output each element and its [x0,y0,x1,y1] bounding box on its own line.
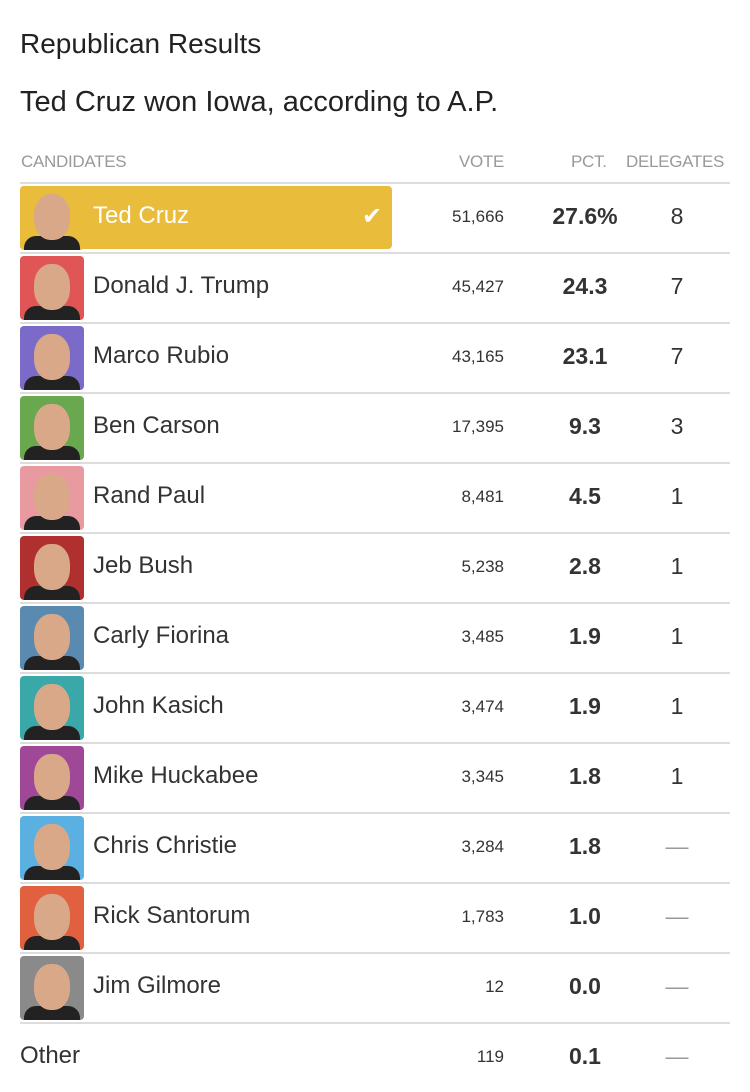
delegates: — [665,1043,689,1069]
candidate-row: Rick Santorum 1,783 1.0 — [20,882,730,952]
delegates: 1 [670,763,684,789]
candidate-name: Jim Gilmore [93,972,222,999]
candidate-name: Jeb Bush [93,552,194,579]
vote-count: 3,474 [461,697,504,716]
candidate-row: John Kasich 3,474 1.9 1 [20,672,730,742]
candidate-row: Chris Christie 3,284 1.8 — [20,812,730,882]
delegates: 7 [670,343,684,369]
column-header-candidates: CANDIDATES [21,152,127,171]
vote-percent: 1.8 [569,763,601,789]
vote-count: 3,284 [461,837,504,856]
vote-count: 5,238 [461,557,504,576]
vote-percent: 0.1 [569,1043,601,1069]
vote-count: 17,395 [452,417,504,436]
vote-percent: 1.8 [569,833,601,859]
candidate-row: Other 119 0.1 — [20,1022,730,1092]
candidate-name: Other [20,1042,81,1069]
candidate-row: Ted Cruz ✔ 51,666 27.6% 8 [20,182,730,252]
candidate-photo [20,466,84,530]
candidate-name: Rick Santorum [93,902,251,929]
candidate-row: Ben Carson 17,395 9.3 3 [20,392,730,462]
delegates: 3 [670,413,684,439]
candidate-photo [20,256,84,320]
results-subtitle: Ted Cruz won Iowa, according to A.P. [20,86,499,118]
candidate-photo [20,886,84,950]
column-header-pct: PCT. [571,152,607,171]
vote-count: 3,485 [461,627,504,646]
vote-count: 8,481 [461,487,504,506]
candidate-row: Rand Paul 8,481 4.5 1 [20,462,730,532]
vote-percent: 23.1 [562,343,608,369]
delegates: — [665,833,689,859]
delegates: 7 [670,273,684,299]
candidate-photo [20,396,84,460]
delegates: — [665,903,689,929]
results-title: Republican Results [20,28,262,59]
candidate-row: Donald J. Trump 45,427 24.3 7 [20,252,730,322]
vote-count: 119 [476,1047,504,1066]
candidate-photo [20,186,84,250]
candidate-photo [20,326,84,390]
candidate-row: Mike Huckabee 3,345 1.8 1 [20,742,730,812]
candidate-name: John Kasich [93,692,224,719]
candidate-row: Carly Fiorina 3,485 1.9 1 [20,602,730,672]
check-icon: ✔ [362,203,383,230]
delegates: 1 [670,693,684,719]
candidate-photo [20,746,84,810]
candidate-photo [20,606,84,670]
candidate-name: Carly Fiorina [93,622,230,649]
vote-percent: 1.0 [569,903,601,929]
vote-percent: 24.3 [562,273,608,299]
vote-percent: 9.3 [569,413,601,439]
candidate-name: Ted Cruz [93,202,190,229]
delegates: 1 [670,553,684,579]
candidate-name: Rand Paul [93,482,206,509]
vote-percent: 27.6% [552,203,618,229]
vote-count: 51,666 [452,207,504,226]
delegates: — [665,973,689,999]
column-header-delegates: DELEGATES [626,152,725,171]
vote-count: 3,345 [461,767,504,786]
vote-percent: 4.5 [569,483,601,509]
vote-count: 43,165 [452,347,504,366]
vote-percent: 0.0 [569,973,601,999]
candidate-row: Marco Rubio 43,165 23.1 7 [20,322,730,392]
delegates: 1 [670,623,684,649]
vote-percent: 2.8 [569,553,601,579]
candidate-photo [20,536,84,600]
delegates: 1 [670,483,684,509]
vote-percent: 1.9 [569,693,601,719]
candidate-name: Donald J. Trump [93,272,270,299]
vote-percent: 1.9 [569,623,601,649]
column-header-vote: VOTE [458,152,504,171]
candidate-row: Jeb Bush 5,238 2.8 1 [20,532,730,602]
delegates: 8 [670,203,684,229]
candidate-photo [20,816,84,880]
candidate-name: Marco Rubio [93,342,230,369]
vote-count: 1,783 [461,907,504,926]
candidate-name: Chris Christie [93,832,238,859]
candidate-name: Mike Huckabee [93,762,259,789]
candidate-photo [20,956,84,1020]
candidate-row: Jim Gilmore 12 0.0 — [20,952,730,1022]
vote-count: 45,427 [452,277,504,296]
vote-count: 12 [485,977,504,996]
candidate-photo [20,676,84,740]
candidate-name: Ben Carson [93,412,220,439]
